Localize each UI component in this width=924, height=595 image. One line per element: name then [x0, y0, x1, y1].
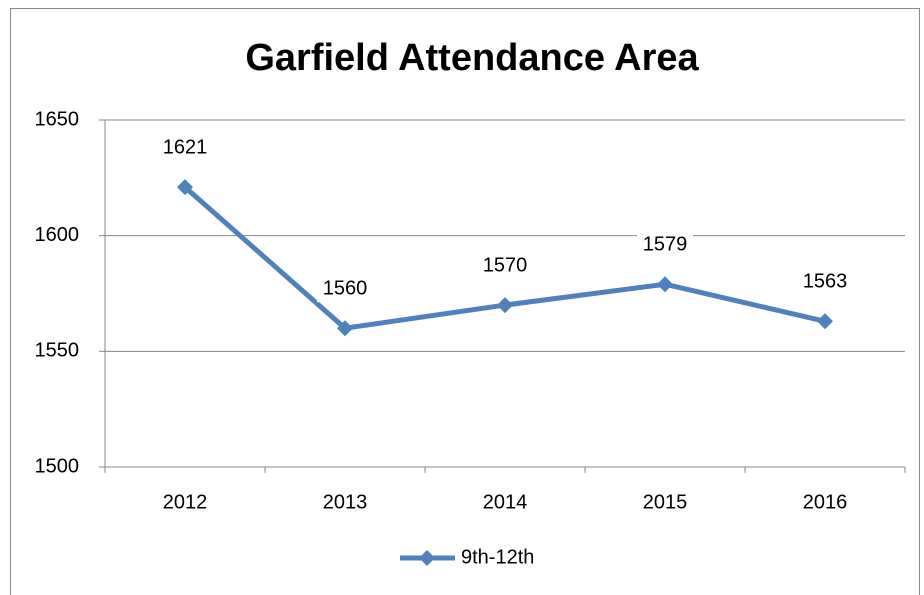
x-tick-label: 2013 [323, 491, 368, 513]
y-tick-label: 1650 [35, 108, 80, 130]
y-tick-label: 1550 [35, 340, 80, 362]
y-tick-label: 1500 [35, 455, 80, 477]
data-label: 1579 [643, 234, 688, 256]
x-tick-label: 2016 [803, 491, 848, 513]
x-tick-label: 2012 [163, 491, 208, 513]
data-label: 1560 [323, 277, 368, 299]
x-tick-label: 2015 [643, 491, 688, 513]
legend-label: 9th-12th [461, 546, 534, 568]
marker [497, 297, 513, 314]
data-label: 1570 [483, 254, 528, 276]
data-label-bg [317, 274, 373, 303]
data-label-bg [157, 133, 213, 162]
data-label-bg [797, 267, 853, 296]
chart-border [10, 8, 920, 595]
x-tick-label: 2014 [483, 491, 528, 513]
marker [657, 276, 673, 293]
marker [337, 320, 353, 337]
data-label-bg [637, 230, 693, 259]
data-label: 1563 [803, 271, 848, 293]
marker [177, 179, 193, 196]
marker [817, 313, 833, 330]
data-label: 1621 [163, 136, 208, 158]
legend-marker [419, 550, 435, 566]
chart-title: Garfield Attendance Area [245, 37, 699, 79]
y-tick-label: 1600 [35, 224, 80, 246]
data-label-bg [477, 251, 533, 280]
